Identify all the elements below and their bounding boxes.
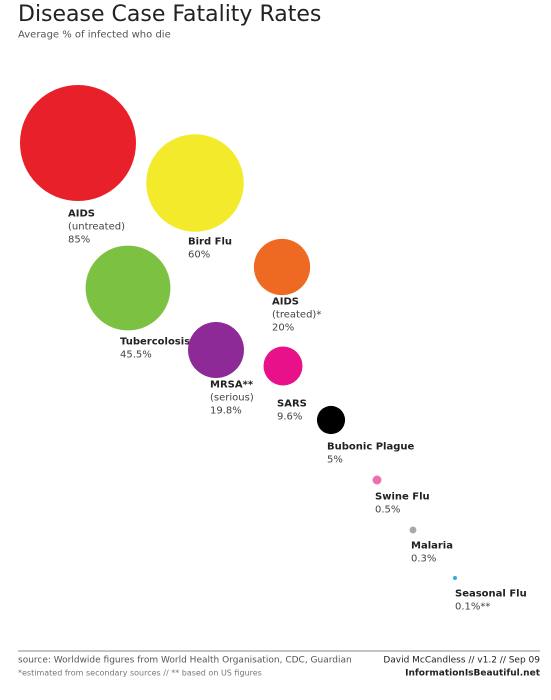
value-label: 60% bbox=[188, 249, 210, 260]
chart-subtitle: Average % of infected who die bbox=[18, 29, 171, 40]
bubble bbox=[263, 346, 303, 386]
bubble bbox=[316, 405, 346, 435]
footer-note: *estimated from secondary sources // ** … bbox=[18, 669, 262, 678]
value-label: 19.8% bbox=[210, 405, 242, 416]
bubble bbox=[253, 238, 311, 296]
bubble-name: MRSA** bbox=[210, 379, 254, 390]
bubble bbox=[188, 322, 244, 378]
bubble-name: Malaria bbox=[411, 540, 453, 551]
value-label: 0.5% bbox=[375, 504, 400, 515]
bubble-name: Seasonal Flu bbox=[455, 588, 527, 599]
footer-site: InformationIsBeautiful.net bbox=[405, 669, 541, 679]
bubble-note: (untreated) bbox=[68, 221, 125, 232]
bubble bbox=[20, 85, 136, 201]
footer-source: source: Worldwide figures from World Hea… bbox=[18, 656, 352, 666]
bubble bbox=[409, 526, 417, 534]
value-label: 85% bbox=[68, 234, 90, 245]
chart-title: Disease Case Fatality Rates bbox=[18, 2, 321, 27]
footer-author: David McCandless // v1.2 // Sep 09 bbox=[383, 656, 540, 666]
value-label: 5% bbox=[327, 454, 343, 465]
bubble bbox=[372, 475, 382, 485]
value-label: 20% bbox=[272, 322, 294, 333]
bubble-name: AIDS bbox=[68, 208, 95, 219]
value-label: 9.6% bbox=[277, 411, 302, 422]
value-label: 0.1%** bbox=[455, 601, 490, 612]
bubble bbox=[146, 134, 244, 232]
value-label: 0.3% bbox=[411, 553, 436, 564]
bubble-note: (treated)* bbox=[272, 309, 321, 320]
bubble-note: (serious) bbox=[210, 392, 254, 403]
bubble-name: Tubercolosis bbox=[120, 336, 190, 347]
bubble-name: Bubonic Plague bbox=[327, 441, 415, 452]
bubble bbox=[453, 576, 457, 580]
bubble-name: AIDS bbox=[272, 296, 299, 307]
bubble-name: SARS bbox=[277, 398, 307, 409]
bubble-name: Bird Flu bbox=[188, 236, 232, 247]
value-label: 45.5% bbox=[120, 349, 152, 360]
bubble bbox=[85, 245, 171, 331]
bubble-name: Swine Flu bbox=[375, 491, 430, 502]
